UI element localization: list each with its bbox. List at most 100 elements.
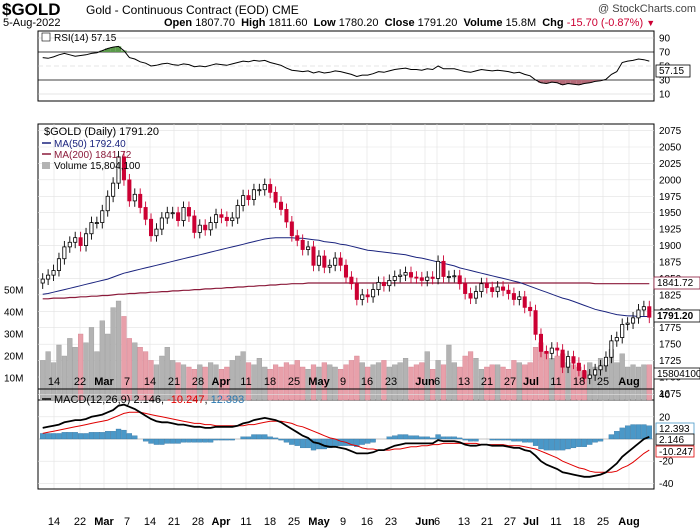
rsi-tick-label: 30 [659,76,671,87]
candle-body [116,156,121,184]
macd-histogram-bar [419,436,425,440]
close-value: 1791.20 [417,17,458,29]
macd-legend-macd: 2.146 [133,394,161,406]
chg-value: -15.70 (-0.87%) [566,17,644,29]
price-tick-label: 2075 [659,126,682,137]
rsi-line [42,45,650,86]
candle-body [67,241,72,248]
volume-bar [56,344,62,401]
candle-body [121,156,126,181]
volume-bar [413,364,420,401]
macd-histogram-bar [77,433,84,440]
candle-body [181,207,186,221]
x-tick-label: 28 [192,376,204,388]
volume-bar [343,364,349,401]
volume-bar [630,364,636,401]
ma50-line [42,237,650,317]
rsi-oversold-fill [549,80,555,83]
candle-body [62,246,67,260]
macd-histogram-bar [110,431,116,440]
macd-histogram-bar [186,438,192,443]
volume-bar [278,366,284,401]
quote-summary: Open 1807.70 High 1811.60 Low 1780.20 Cl… [164,17,655,29]
candle-body [538,333,543,352]
price-tick-label: 1900 [659,241,682,252]
x-tick-label: 11 [550,516,561,528]
macd-histogram-bar [327,438,333,449]
candle-body [89,222,94,235]
macd-histogram-bar [592,438,598,443]
x-tick-label: 14 [48,516,60,528]
candle-body [517,296,522,300]
volume-bar [251,364,257,401]
credit-label[interactable]: @ StockCharts.com [598,3,696,15]
volume-bar [170,360,176,401]
volume-bar [327,364,333,401]
candle-body [436,260,441,279]
macd-histogram-bar [213,438,219,441]
volume-bar [375,362,382,401]
candle-body [387,279,392,287]
legend-volume: Volume 15,804,100 [54,161,141,172]
x-tick-label: 25 [597,516,609,528]
candle-body [414,276,419,279]
volume-bar [597,358,604,401]
hist-tag-text: 12.393 [659,424,690,435]
candle-body [322,255,327,268]
macd-histogram-bar [570,438,577,449]
macd-tag-text: 2.146 [659,435,684,446]
volume-bar [435,360,441,401]
instrument-name: Gold - Continuous Contract (EOD) [86,3,269,17]
price-tick-label: 1825 [659,290,682,301]
x-tick-label: 21 [481,516,493,528]
volume-bar [467,351,474,401]
macd-histogram-bar [251,434,257,440]
candle-body [241,195,246,206]
candle-body [311,246,316,266]
volume-bar [218,369,225,401]
macd-histogram-bar [549,438,555,451]
x-tick-label: 9 [340,376,346,388]
macd-tick-label: 20 [659,412,671,423]
candle-body [219,214,224,218]
x-tick-label: 27 [504,376,516,388]
macd-histogram-bar [500,438,506,441]
candle-body [186,207,191,217]
volume-bar [245,362,252,401]
macd-tick-label: 40 [659,390,671,401]
candle-body [149,218,154,237]
header-name: Gold - Continuous Contract (EOD) CME [86,3,299,17]
volume-bar [641,364,647,401]
candle-body [94,222,99,224]
candle-body [587,374,592,379]
macd-histogram-bar [624,425,631,440]
volume-tick-label: 30M [4,330,23,341]
header-date: 5-Aug-2022 [3,17,61,29]
volume-bar [402,358,409,401]
candle-body [571,356,576,364]
x-tick-label: 25 [288,516,300,528]
candle-body [392,276,397,281]
macd-histogram-bar [218,438,225,441]
macd-histogram-bar [532,438,539,446]
candle-body [284,209,289,223]
volume-bar [126,338,132,401]
rsi-overbought-fill [104,48,111,52]
candle-body [170,212,175,215]
low-label: Low [313,17,336,29]
candle-body [333,257,338,266]
rsi-overbought-fill [99,50,105,52]
candle-body [430,276,435,279]
x-tick-label: 21 [168,376,180,388]
volume-bar [332,366,338,401]
volume-bar [310,364,317,401]
macd-histogram-bar [424,436,430,440]
macd-histogram-bar [105,431,111,440]
header-symbol: $GOLD [2,0,61,19]
candle-body [365,294,370,298]
candle-body [78,237,83,246]
volume-bar [61,355,67,401]
volume-bar [381,360,387,401]
x-tick-label: 6 [434,516,440,528]
